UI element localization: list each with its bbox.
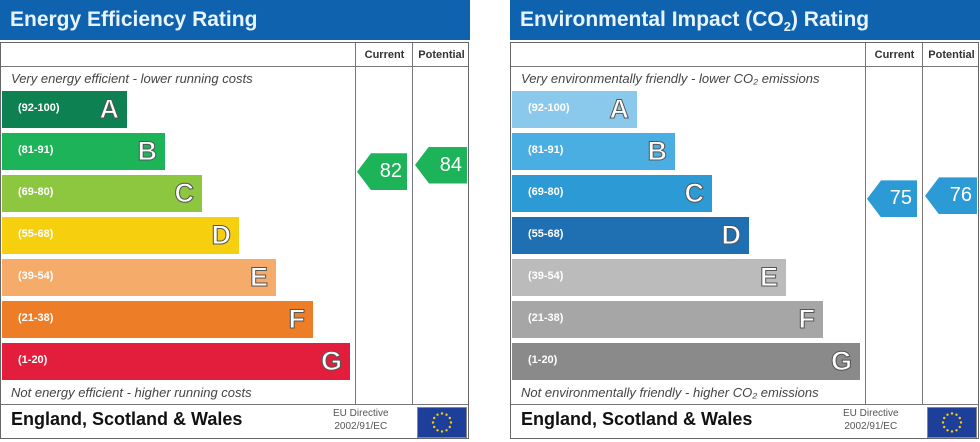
divider [355,43,356,404]
band-d: (55-68) D [512,217,749,254]
top-note: Very environmentally friendly - lower CO… [521,71,820,86]
band-letter: F [798,304,815,335]
band-d: (55-68) D [2,217,239,254]
band-letter: B [647,136,667,167]
column-header-potential: Potential [418,49,465,61]
divider [412,43,413,404]
band-range: (21-38) [18,312,54,324]
divider [511,404,978,405]
divider [922,43,923,404]
eu-directive: EU Directive 2002/91/EC [843,408,899,432]
band-a: (92-100) A [512,91,637,128]
band-letter: C [174,178,194,209]
potential-rating-arrow: 76 [925,177,977,215]
current-rating-arrow: 75 [867,180,917,218]
eu-flag-icon [417,407,467,438]
eu-directive: EU Directive 2002/91/EC [333,408,389,432]
band-b: (81-91) B [2,133,165,170]
band-range: (55-68) [18,228,54,240]
band-range: (69-80) [528,186,564,198]
band-b: (81-91) B [512,133,675,170]
divider [511,66,978,67]
column-header-current: Current [874,49,915,61]
band-letter: E [759,262,778,293]
chart-title: Energy Efficiency Rating [0,0,470,40]
band-range: (92-100) [18,102,60,114]
band-g: (1-20) G [512,343,860,380]
band-range: (1-20) [18,354,48,366]
country-label: England, Scotland & Wales [521,409,753,429]
band-letter: B [137,136,157,167]
band-c: (69-80) C [2,175,202,212]
band-e: (39-54) E [2,259,276,296]
band-range: (92-100) [528,102,570,114]
band-f: (21-38) F [512,301,823,338]
band-letter: E [249,262,268,293]
band-range: (81-91) [528,144,564,156]
band-range: (39-54) [528,270,564,282]
divider [865,43,866,404]
energy-efficiency-panel: Energy Efficiency Rating Current Potenti… [0,0,470,441]
band-letter: G [830,346,852,377]
band-letter: A [99,94,119,125]
column-header-potential: Potential [928,49,975,61]
band-letter: D [211,220,231,251]
chart-title: Environmental Impact (CO2) Rating [510,0,980,40]
bottom-note: Not energy efficient - higher running co… [11,385,252,400]
band-letter: G [320,346,342,377]
band-e: (39-54) E [512,259,786,296]
band-letter: C [684,178,704,209]
bottom-note: Not environmentally friendly - higher CO… [521,385,819,400]
band-c: (69-80) C [512,175,712,212]
band-range: (55-68) [528,228,564,240]
top-note: Very energy efficient - lower running co… [11,71,253,86]
band-letter: F [288,304,305,335]
environmental-impact-panel: Environmental Impact (CO2) Rating Curren… [510,0,980,441]
current-rating-arrow: 82 [357,153,407,191]
rating-table: Current Potential Very environmentally f… [510,42,979,439]
band-letter: A [609,94,629,125]
divider [1,404,468,405]
band-range: (21-38) [528,312,564,324]
band-range: (39-54) [18,270,54,282]
band-range: (69-80) [18,186,54,198]
divider [1,66,468,67]
band-a: (92-100) A [2,91,127,128]
country-label: England, Scotland & Wales [11,409,243,429]
band-range: (1-20) [528,354,558,366]
band-g: (1-20) G [2,343,350,380]
band-f: (21-38) F [2,301,313,338]
band-range: (81-91) [18,144,54,156]
column-header-current: Current [364,49,405,61]
rating-table: Current Potential Very energy efficient … [0,42,469,439]
potential-rating-arrow: 84 [415,146,467,184]
band-letter: D [721,220,741,251]
eu-flag-icon [927,407,977,438]
